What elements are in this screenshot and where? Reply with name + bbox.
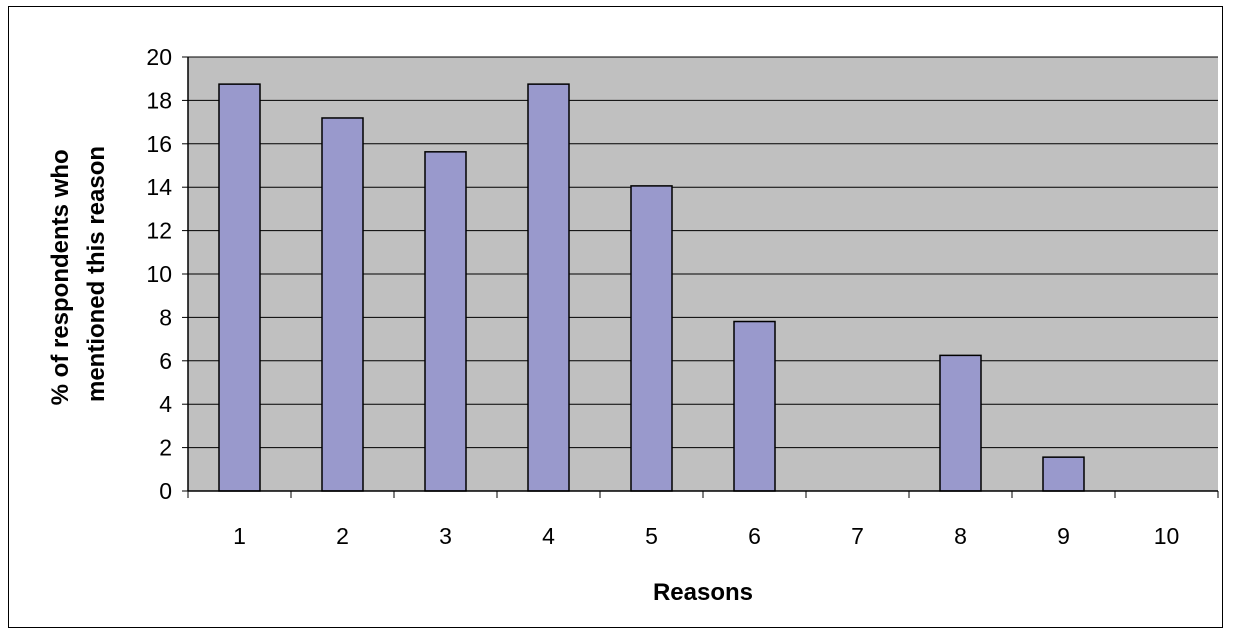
- y-axis-title-line-1: % of respondents who: [47, 149, 74, 405]
- y-tick-label-8: 8: [159, 304, 172, 330]
- bar-1: [218, 83, 261, 492]
- x-tick-label-8: 8: [954, 523, 967, 549]
- bar-9: [1042, 456, 1085, 492]
- y-tick-label-6: 6: [159, 348, 172, 374]
- x-tick-label-5: 5: [645, 523, 658, 549]
- y-tick-label-14: 14: [146, 174, 172, 200]
- bar-6: [733, 320, 776, 492]
- y-tick-label-18: 18: [146, 87, 172, 113]
- x-tick-label-3: 3: [439, 523, 452, 549]
- x-tick-label-4: 4: [542, 523, 555, 549]
- axes: [182, 56, 1219, 498]
- bar-5: [630, 185, 673, 492]
- bar-3: [424, 151, 467, 492]
- x-axis-title: Reasons: [653, 579, 753, 606]
- x-tick-label-7: 7: [851, 523, 864, 549]
- y-tick-label-0: 0: [159, 478, 172, 504]
- x-tick-label-2: 2: [336, 523, 349, 549]
- bars: [218, 83, 1085, 492]
- y-tick-label-20: 20: [146, 44, 172, 70]
- y-tick-label-10: 10: [146, 261, 172, 287]
- x-tick-label-10: 10: [1154, 523, 1180, 549]
- bar-2: [321, 117, 364, 492]
- y-axis-title: % of respondents who mentioned this reas…: [47, 143, 110, 406]
- bar-8: [939, 354, 982, 492]
- bar-4: [527, 83, 570, 492]
- y-tick-label-4: 4: [159, 391, 172, 417]
- y-tick-labels: 0 2 4 6 8 10 12 14 16 18 20: [146, 44, 172, 504]
- y-axis-title-line-2: mentioned this reason: [83, 146, 110, 402]
- x-tick-label-1: 1: [233, 523, 246, 549]
- y-tick-label-16: 16: [146, 131, 172, 157]
- x-tick-labels: 1 2 3 4 5 6 7 8 9 10: [233, 523, 1179, 549]
- y-tick-label-12: 12: [146, 218, 172, 244]
- y-tick-label-2: 2: [159, 435, 172, 461]
- x-tick-label-9: 9: [1057, 523, 1070, 549]
- x-tick-label-6: 6: [748, 523, 761, 549]
